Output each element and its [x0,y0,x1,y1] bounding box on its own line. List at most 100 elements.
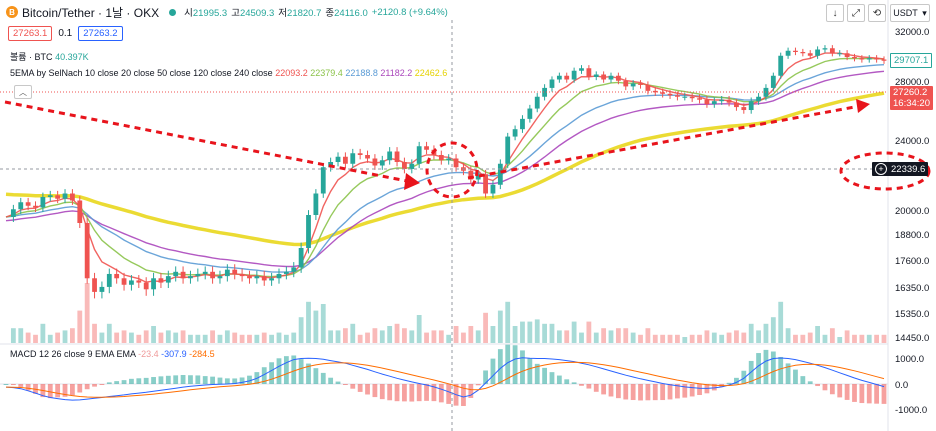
volume-bar [320,304,326,343]
plus-circle-icon[interactable]: + [875,163,887,175]
candle-body [446,158,452,161]
sell-price-button[interactable]: 27263.1 [8,26,53,41]
volume-bar [793,334,798,343]
volume-bar [763,323,769,343]
candle-body [165,276,171,283]
volume-bar [335,330,341,343]
candle-body [158,278,164,283]
volume-bar [188,334,193,343]
candle-body [593,74,599,77]
volume-bar [837,337,843,343]
ema-value: 22188.8 [345,68,378,78]
candle-body [638,83,643,85]
macd-signal-line [5,361,885,398]
candle-body [291,267,297,272]
macd-hist-bar [283,356,289,384]
candle-body [438,155,444,161]
candle-body [372,158,378,166]
volume-bar [512,326,518,343]
volume-bar [785,328,791,343]
volume-bar [689,334,695,343]
volume-bar [475,330,481,343]
macd-hist-bar [763,349,769,384]
candle-body [748,101,754,111]
volume-bar [342,328,348,343]
candle-body [623,80,629,87]
volume-bar [660,334,666,343]
price-axis-tick: 18800.0 [895,230,930,241]
ema-legend[interactable]: 5EMA by SelNach 10 close 20 close 50 clo… [10,68,447,78]
candle-body [564,75,570,80]
candle-body [143,282,149,290]
volume-legend[interactable]: 볼륨 · BTC 40.397K [10,50,89,63]
collapse-legend-button[interactable]: ︿ [14,85,32,99]
refresh-icon: ⟲ [872,7,882,19]
macd-hist-bar [756,353,761,384]
candle-body [453,158,459,168]
candle-body [741,107,747,111]
reset-button[interactable]: ⟲ [868,4,886,22]
macd-hist-bar [512,345,518,384]
ohlc-close: 종24116.0 [325,8,368,19]
chevron-down-icon: ▾ [922,7,927,18]
volume-bar [719,334,725,343]
volume-bar [461,332,466,343]
ema-value: 22462.6 [414,68,448,78]
macd-hist-bar [446,384,452,404]
volume-bar [158,332,164,343]
volume-bar [822,334,828,343]
ema-lines [5,52,885,283]
symbol-title[interactable]: Bitcoin/Tether · 1날 · OKX [22,5,160,20]
scroll-down-button[interactable]: ↓ [826,4,844,22]
candle-body [232,269,238,274]
volume-bar [675,334,680,343]
crosshair-price-tag[interactable]: + 22339.6 [872,162,929,176]
volume-bar [564,330,570,343]
volume-bar [505,301,511,343]
macd-hist-bar [608,384,614,397]
candle-body [734,102,739,108]
volume-bar [527,321,533,343]
macd-hist-bar [106,382,112,384]
volume-bar [881,334,887,343]
macd-hist-bar [210,376,215,384]
macd-hist-bar [276,358,282,384]
macd-hist-bar [711,384,717,391]
macd-legend[interactable]: MACD 12 26 close 9 EMA EMA -23.4 -307.9 … [10,349,215,359]
macd-hist-bar [741,370,747,384]
candle-body [512,129,518,137]
macd-hist-bar [424,384,429,401]
candle-body [379,160,385,166]
ohlc-high: 고24509.3 [231,8,275,19]
expand-icon: ⤢ [852,7,860,19]
macd-hist-bar [630,384,636,401]
candle-body [342,156,348,164]
volume-bar [129,332,134,343]
macd-hist-bar [497,349,503,385]
candle-body [601,74,607,80]
price-axis-tick: 17600.0 [895,256,930,267]
macd-hist-bar [357,384,363,392]
macd-hist-bar [866,384,872,404]
macd-hist-bar [778,356,784,384]
macd-hist-bar [10,384,16,386]
fullscreen-button[interactable]: ⤢ [847,4,865,22]
mark-price-value: 27260.2 [893,87,928,98]
candle-body [129,280,134,285]
candle-body [719,99,725,102]
volume-bar [173,332,179,343]
candle-body [527,108,533,119]
volume-bar [328,330,334,343]
volume-bar [180,330,186,343]
price-axis-tick: 28000.0 [895,77,930,88]
volume-bar [490,326,496,343]
buy-price-button[interactable]: 27263.2 [78,26,123,41]
currency-select[interactable]: USDT ▾ [890,4,930,22]
volume-bar [283,334,289,343]
candle-body [335,156,341,162]
chevron-up-icon: ︿ [19,87,27,97]
candle-body [33,205,38,208]
volume-bar [165,330,171,343]
macd-hist-bar [675,384,680,399]
